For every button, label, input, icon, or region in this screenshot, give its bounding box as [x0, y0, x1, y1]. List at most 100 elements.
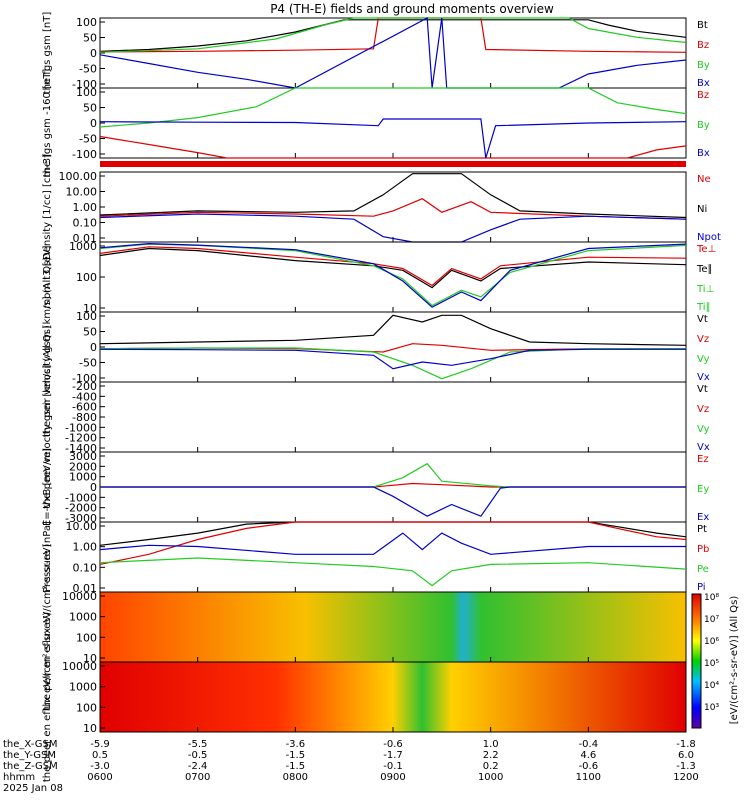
y-tick-label: 100 [76, 310, 97, 323]
colorbar-tick: 10³ [704, 703, 719, 713]
series-Pi [99, 532, 686, 555]
y-tick-label: 0.01 [73, 582, 98, 595]
panel-frame [99, 381, 687, 453]
legend-Ti⊥: Ti⊥ [696, 284, 714, 295]
series-Vt [99, 314, 687, 346]
legend-Bz: Bz [697, 90, 709, 101]
y-tick-label: 0 [90, 117, 97, 130]
y-tick-label: -1000 [65, 421, 97, 434]
legend-Te∥: Te∥ [696, 264, 713, 275]
footer-value: -0.6 [579, 761, 599, 772]
separator-bar [100, 161, 686, 167]
panel-4: 1000 100 10 mom t3 [eV] Te⊥ Te∥ Ti⊥ Ti∥ [42, 240, 716, 315]
footer-value: -1.5 [286, 761, 306, 772]
y-axis-label: the peer en eflux eV/(cm²-s-sr-eV) [42, 612, 53, 782]
y-tick-label: 0 [90, 481, 97, 494]
series-Bx [99, 17, 687, 89]
colorbar: 10⁸ 10⁷ 10⁶ 10⁵ 10⁴ 10³ [eV/(cm²-s-sr-eV)] (Al… [691, 593, 740, 729]
footer-value: -0.5 [188, 750, 208, 761]
series-Te⊥ [99, 246, 687, 287]
y-tick-label: 0.01 [73, 232, 98, 245]
footer-row-label: the_X-GSM [3, 739, 57, 750]
legend-Pi: Pi [697, 582, 706, 593]
series-Pe [99, 557, 687, 587]
legend-Npot: Npot [697, 232, 721, 243]
y-tick-label: 0 [90, 47, 97, 60]
footer-row-label: the_Y-GSM [3, 750, 56, 761]
legend-Vy: Vy [697, 354, 710, 365]
footer-value: 0800 [283, 772, 308, 783]
y-tick-label: -1400 [65, 442, 97, 455]
y-tick-label: -1000 [65, 491, 97, 504]
panel-frame [99, 171, 687, 243]
y-axis-label: the peer velocity gsm [km/s] (All Qs) [42, 325, 53, 509]
y-tick-label: 100 [76, 16, 97, 29]
footer-value: -1.8 [676, 739, 696, 750]
y-tick-label: 100.00 [59, 170, 98, 183]
panel-2: 100 50 0 -50 -100 the fgs gsm -160 [nT] Bz By Bx [42, 69, 710, 178]
y-tick-label: 100 [76, 271, 97, 284]
series-Ey [100, 462, 686, 488]
y-tick-label: 1000 [69, 471, 97, 484]
footer-value: -0.1 [383, 761, 403, 772]
footer-row-label: 2025 Jan 08 [3, 783, 63, 794]
y-tick-label: 10 [83, 722, 97, 735]
y-axis-label: the fgs gsm -160 [nT] [42, 69, 53, 178]
legend-Vy: Vy [697, 424, 710, 435]
legend-Te⊥: Te⊥ [696, 244, 716, 255]
series-Ex [100, 486, 686, 517]
y-tick-label: 1000 [69, 240, 97, 253]
series-Bx [99, 118, 687, 159]
y-tick-label: 10.00 [66, 520, 98, 533]
legend-By: By [697, 60, 710, 71]
colorbar-scale [691, 593, 702, 729]
y-tick-label: 1000 [69, 681, 97, 694]
footer-row-label: the_Z-GSM [3, 761, 58, 772]
panel-5: 100 50 0 -50 -100 the peir velocity gsm [km/s… [42, 257, 710, 438]
plot-title: P4 (TH-E) fields and ground moments over… [270, 2, 554, 16]
footer-value: 0700 [185, 772, 210, 783]
footer-value: -5.9 [90, 739, 110, 750]
footer-value: 2.2 [483, 750, 499, 761]
panel-8: 10.00 1.00 0.10 0.01 Pressure [nPa] Pt Pb Pe Pi [42, 520, 709, 595]
y-tick-label: 50 [83, 326, 97, 339]
series-Ne [99, 198, 687, 220]
footer-value: -1.5 [286, 750, 306, 761]
legend-Pt: Pt [697, 524, 707, 535]
y-axis-label: the peir en eflux eV/(cm²-s-sr-eV) [42, 543, 53, 710]
y-tick-label: 0.10 [73, 561, 98, 574]
footer-value: -1.7 [383, 750, 403, 761]
y-tick-label: -100 [72, 78, 97, 91]
colorbar-tick: 10⁴ [704, 681, 719, 691]
series-Ti∥ [99, 242, 687, 308]
series-Vy [99, 347, 686, 380]
y-tick-label: -50 [79, 63, 97, 76]
y-tick-label: 1000 [69, 611, 97, 624]
footer-value: 1200 [673, 772, 698, 783]
colorbar-tick: 10⁸ [704, 593, 719, 603]
y-tick-label: 50 [83, 32, 97, 45]
y-tick-label: -2000 [65, 502, 97, 515]
legend-Vx: Vx [697, 372, 710, 383]
panel-frame [99, 311, 687, 383]
series-Vx [99, 348, 686, 370]
y-tick-label: -3000 [65, 512, 97, 525]
y-tick-label: 10000 [62, 590, 97, 603]
footer-value: 1.0 [483, 739, 499, 750]
y-axis-label: mom t3 [eV] [42, 245, 53, 308]
legend-Pe: Pe [697, 564, 709, 575]
footer-value: -5.5 [188, 739, 208, 750]
colorbar-tick: 10⁶ [704, 637, 719, 647]
y-tick-label: 0 [90, 341, 97, 354]
footer-value: -0.4 [579, 739, 599, 750]
y-axis-label: E=-VxB [mV/m] [42, 448, 53, 526]
footer-value: -3.6 [286, 739, 306, 750]
y-tick-label: -100 [72, 148, 97, 161]
y-tick-label: -1200 [65, 432, 97, 445]
series-By [99, 17, 687, 53]
panel-frame [99, 241, 687, 313]
